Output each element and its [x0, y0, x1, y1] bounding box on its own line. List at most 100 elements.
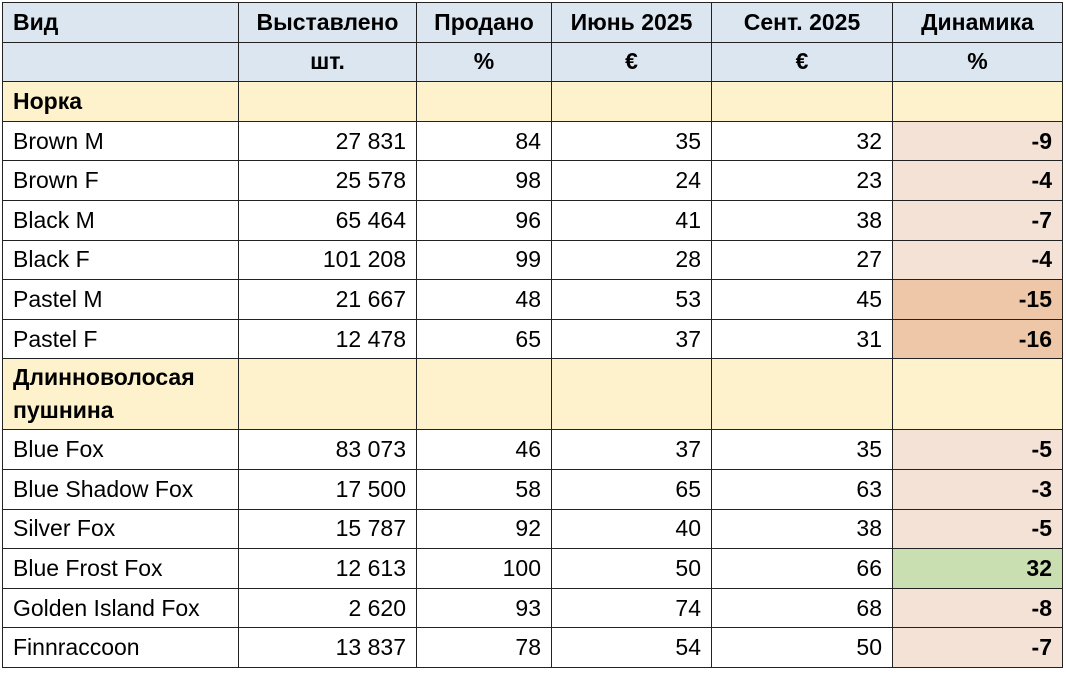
- value-cell: 83 073: [238, 429, 417, 470]
- value-cell: 84: [416, 120, 552, 162]
- section-title: Норка: [2, 81, 239, 122]
- data-row: Silver Fox 15 787 92 40 38 -5: [2, 508, 1063, 550]
- value-cell: 66: [711, 548, 893, 589]
- value-cell: -7: [892, 627, 1063, 668]
- value-cell: 32: [711, 120, 893, 162]
- data-row: Black F 101 208 99 28 27 -4: [2, 239, 1063, 281]
- value-cell: 99: [416, 239, 552, 281]
- row-label: Golden Island Fox: [2, 587, 239, 629]
- row-label: Silver Fox: [2, 508, 239, 550]
- value-cell: 21 667: [238, 279, 417, 320]
- section-cell: [238, 358, 417, 431]
- value-cell: 38: [711, 199, 893, 241]
- value-cell: 35: [551, 120, 712, 162]
- value-cell: 45: [711, 279, 893, 320]
- value-cell: 35: [711, 429, 893, 470]
- value-cell: 50: [711, 627, 893, 668]
- section-cell: [711, 358, 893, 431]
- data-row: Blue Shadow Fox 17 500 58 65 63 -3: [2, 468, 1063, 510]
- units-cell: €: [551, 41, 712, 83]
- value-cell: 54: [551, 627, 712, 668]
- value-cell: 27: [711, 239, 893, 281]
- data-row: Finnraccoon 13 837 78 54 50 -7: [2, 627, 1063, 668]
- value-cell: 65 464: [238, 199, 417, 241]
- data-row: Blue Frost Fox 12 613 100 50 66 32: [2, 548, 1063, 589]
- value-cell: 25 578: [238, 160, 417, 201]
- data-table: Вид Выставлено Продано Июнь 2025 Сент. 2025 Д…: [2, 2, 1063, 668]
- header-cell: Вид: [2, 2, 239, 43]
- data-row: Brown F 25 578 98 24 23 -4: [2, 160, 1063, 201]
- header-cell: Июнь 2025: [551, 2, 712, 43]
- header-cell: Выставлено: [238, 2, 417, 43]
- value-cell: 32: [892, 548, 1063, 589]
- header-cell: Динамика: [892, 2, 1063, 43]
- section-cell: [551, 358, 712, 431]
- row-label: Blue Fox: [2, 429, 239, 470]
- row-label: Pastel F: [2, 318, 239, 360]
- data-row: Pastel M 21 667 48 53 45 -15: [2, 279, 1063, 320]
- value-cell: 100: [416, 548, 552, 589]
- value-cell: 31: [711, 318, 893, 360]
- header-row: Вид Выставлено Продано Июнь 2025 Сент. 2025 Д…: [2, 2, 1063, 43]
- value-cell: 48: [416, 279, 552, 320]
- value-cell: 12 613: [238, 548, 417, 589]
- data-row: Black M 65 464 96 41 38 -7: [2, 199, 1063, 241]
- value-cell: 92: [416, 508, 552, 550]
- value-cell: 63: [711, 468, 893, 510]
- value-cell: 101 208: [238, 239, 417, 281]
- units-cell: %: [892, 41, 1063, 83]
- value-cell: 2 620: [238, 587, 417, 629]
- data-row: Brown M 27 831 84 35 32 -9: [2, 120, 1063, 162]
- section-cell: [711, 81, 893, 122]
- value-cell: 74: [551, 587, 712, 629]
- value-cell: 78: [416, 627, 552, 668]
- value-cell: 37: [551, 429, 712, 470]
- value-cell: -5: [892, 429, 1063, 470]
- row-label: Finnraccoon: [2, 627, 239, 668]
- value-cell: -3: [892, 468, 1063, 510]
- section-title: Длинноволосая пушнина: [2, 358, 239, 431]
- section-cell: [416, 358, 552, 431]
- section-cell: [892, 358, 1063, 431]
- units-cell: шт.: [238, 41, 417, 83]
- value-cell: 96: [416, 199, 552, 241]
- value-cell: 65: [551, 468, 712, 510]
- header-cell: Сент. 2025: [711, 2, 893, 43]
- value-cell: 27 831: [238, 120, 417, 162]
- data-row: Pastel F 12 478 65 37 31 -16: [2, 318, 1063, 360]
- value-cell: 23: [711, 160, 893, 201]
- data-row: Blue Fox 83 073 46 37 35 -5: [2, 429, 1063, 470]
- header-cell: Продано: [416, 2, 552, 43]
- value-cell: 37: [551, 318, 712, 360]
- value-cell: -9: [892, 120, 1063, 162]
- value-cell: 98: [416, 160, 552, 201]
- value-cell: -4: [892, 239, 1063, 281]
- value-cell: 93: [416, 587, 552, 629]
- value-cell: -4: [892, 160, 1063, 201]
- row-label: Brown F: [2, 160, 239, 201]
- value-cell: 17 500: [238, 468, 417, 510]
- section-row: Длинноволосая пушнина: [2, 358, 1063, 431]
- section-cell: [238, 81, 417, 122]
- section-cell: [551, 81, 712, 122]
- section-row: Норка: [2, 81, 1063, 122]
- row-label: Black M: [2, 199, 239, 241]
- units-cell: €: [711, 41, 893, 83]
- value-cell: 24: [551, 160, 712, 201]
- units-cell: [2, 41, 239, 83]
- row-label: Black F: [2, 239, 239, 281]
- section-cell: [892, 81, 1063, 122]
- value-cell: 68: [711, 587, 893, 629]
- value-cell: 41: [551, 199, 712, 241]
- value-cell: 46: [416, 429, 552, 470]
- value-cell: -8: [892, 587, 1063, 629]
- units-row: шт.% € €%: [2, 41, 1063, 83]
- row-label: Blue Frost Fox: [2, 548, 239, 589]
- row-label: Pastel M: [2, 279, 239, 320]
- value-cell: 12 478: [238, 318, 417, 360]
- data-row: Golden Island Fox 2 620 93 74 68 -8: [2, 587, 1063, 629]
- value-cell: 15 787: [238, 508, 417, 550]
- value-cell: 53: [551, 279, 712, 320]
- row-label: Blue Shadow Fox: [2, 468, 239, 510]
